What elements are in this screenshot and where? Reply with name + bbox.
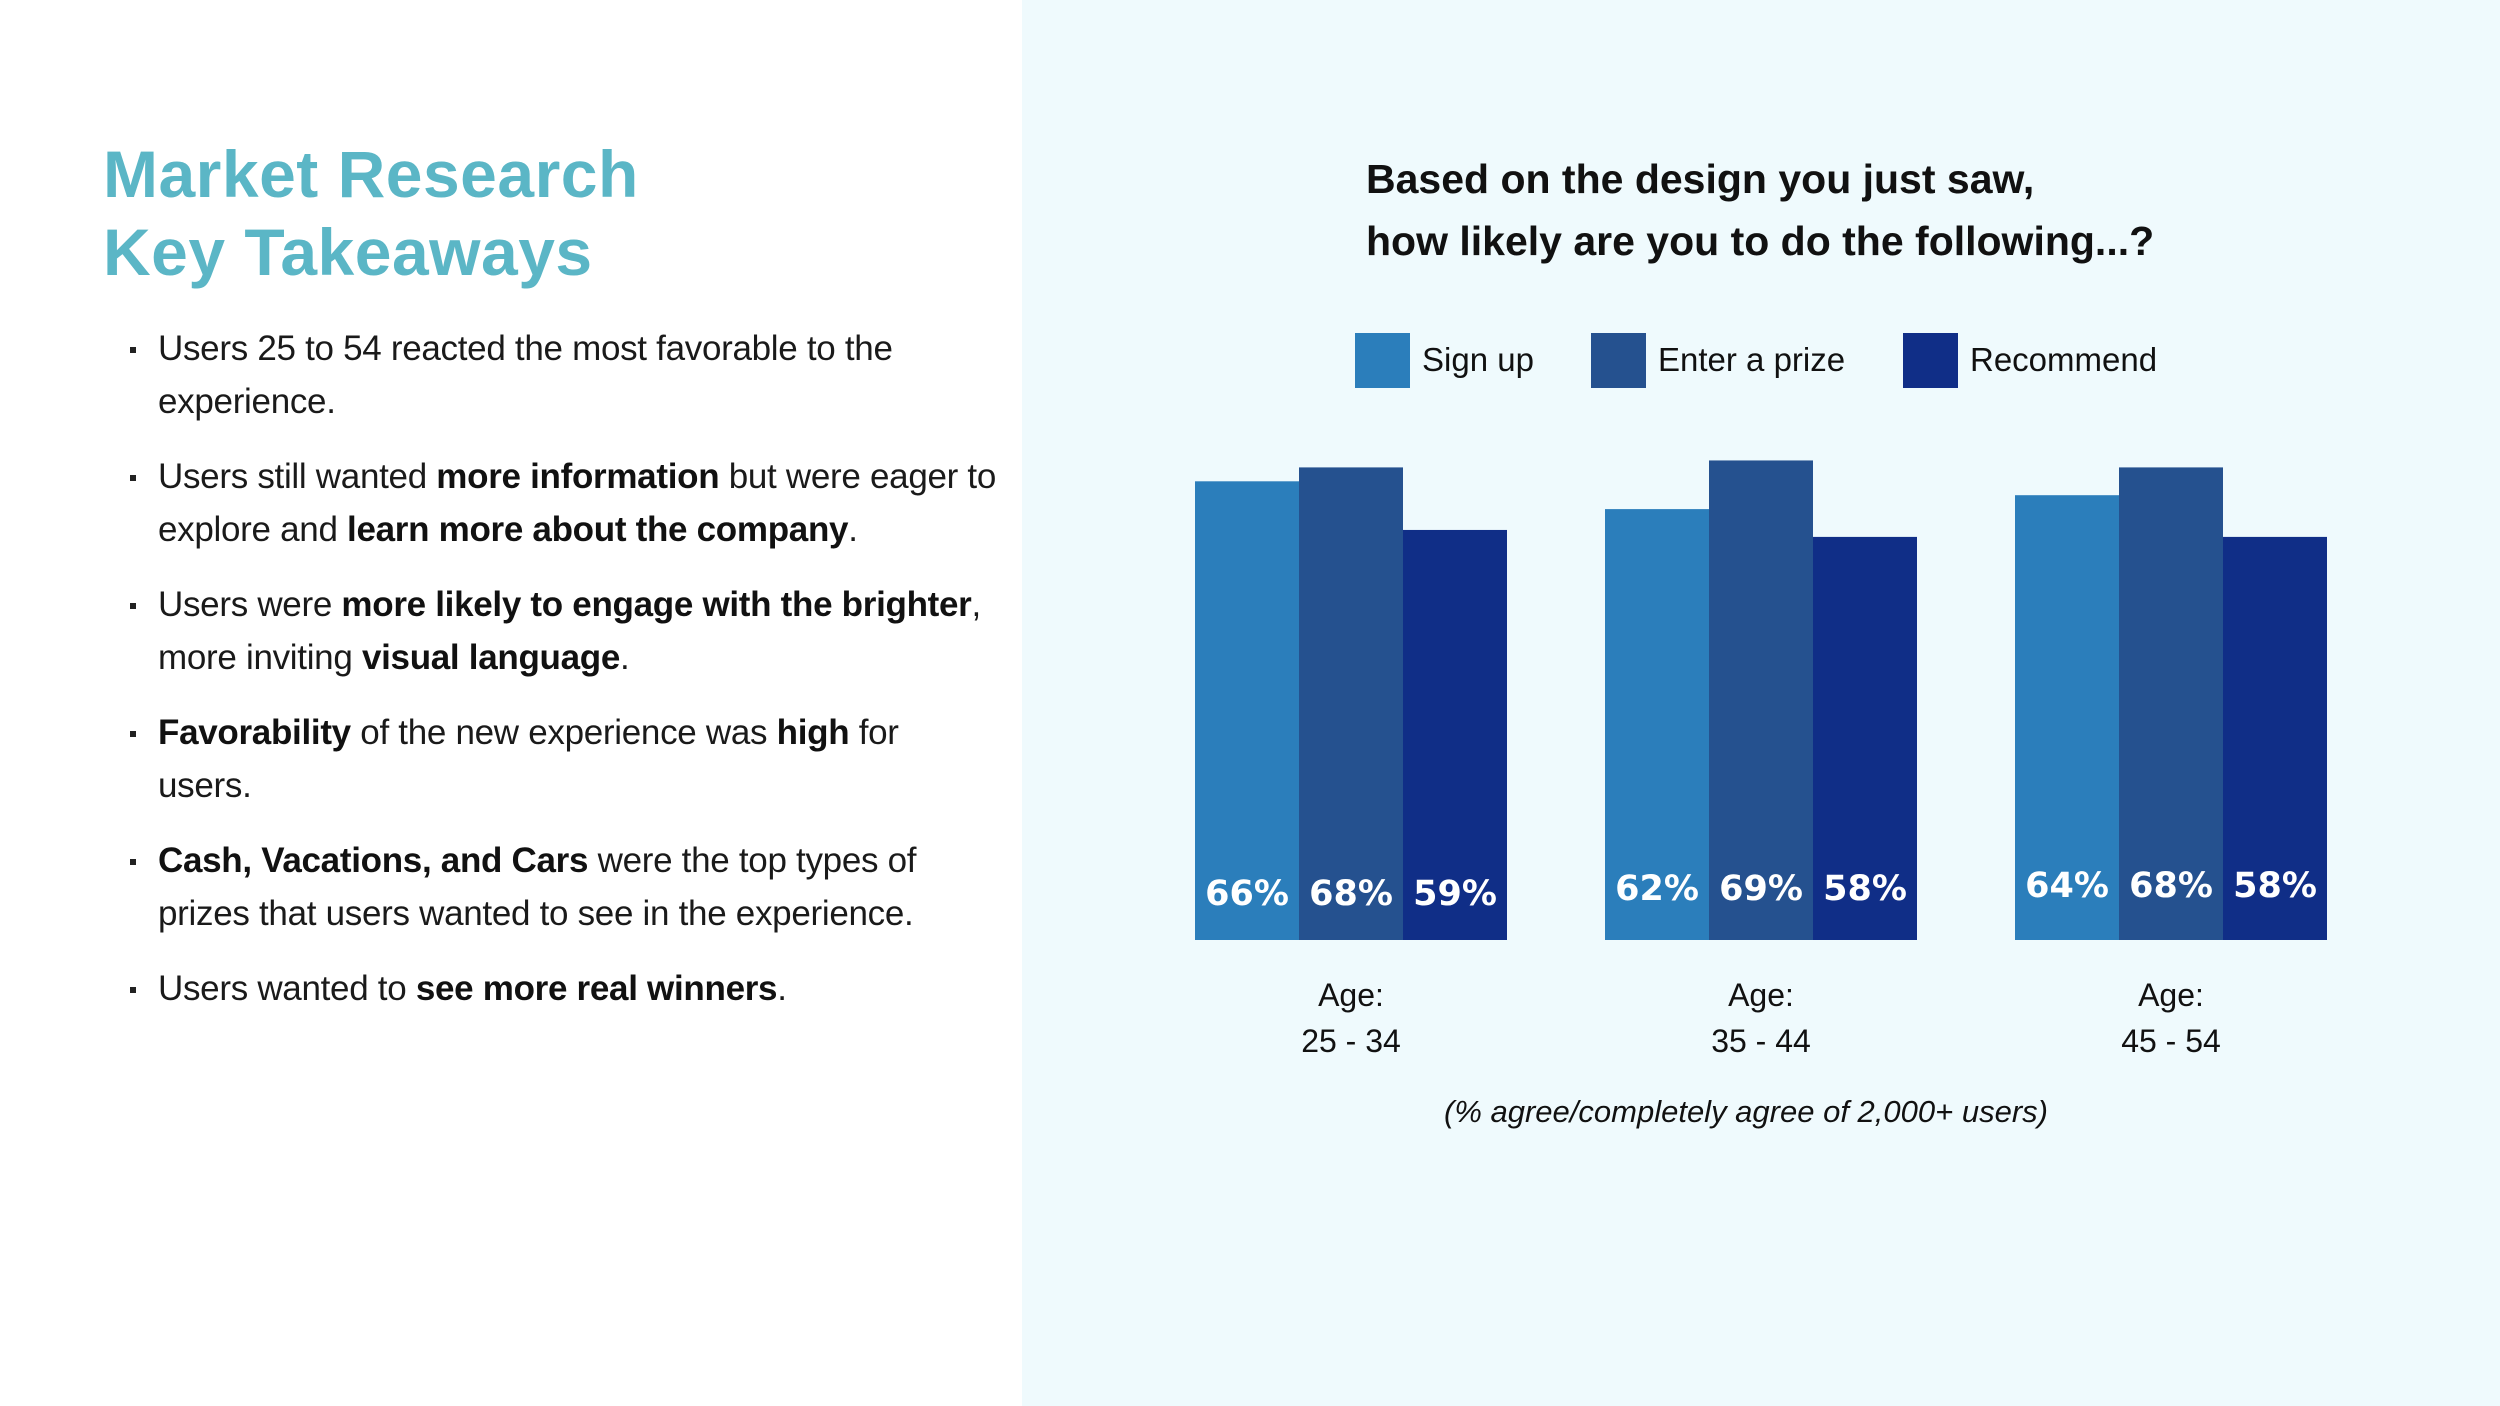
takeaway-bold-text: more likely to engage with the brighter xyxy=(341,585,972,624)
bar-sign-up-group-2 xyxy=(1605,509,1709,940)
takeaway-item: Cash, Vacations, and Cars were the top t… xyxy=(120,834,1000,940)
takeaway-text: but were eager to explore and xyxy=(158,457,997,549)
page-title-line-2: Key Takeaways xyxy=(103,215,593,289)
chart-title-line-2: how likely are you to do the following..… xyxy=(1366,218,2155,264)
bar-recommend-group-1 xyxy=(1403,529,1507,940)
bar-data-label: 58% xyxy=(1823,869,1907,909)
left-panel xyxy=(0,0,1022,1406)
bar-data-label: 64% xyxy=(2025,866,2109,906)
takeaway-bold-text: learn more about the company xyxy=(347,510,849,549)
chart-title-line-1: Based on the design you just saw, xyxy=(1366,156,2035,202)
bar-data-label: 59% xyxy=(1413,874,1497,914)
legend-swatch-sign-up xyxy=(1355,332,1410,388)
legend-item-recommend: Recommend xyxy=(1903,332,2157,388)
takeaway-bold-text: Favorability xyxy=(158,713,351,752)
takeaways-list: Users 25 to 54 reacted the most favorabl… xyxy=(120,322,1000,1037)
page-title-line-1: Market Research xyxy=(103,137,639,211)
takeaway-item: Users were more likely to engage with th… xyxy=(120,578,1000,684)
category-label-line-2: 45 - 54 xyxy=(2121,1023,2221,1059)
category-label-line-1: Age: xyxy=(2138,977,2204,1013)
takeaway-text: Users still wanted xyxy=(158,457,437,496)
legend-label-recommend: Recommend xyxy=(1970,341,2158,378)
bar-data-label: 68% xyxy=(1309,874,1393,914)
takeaway-text: , more inviting xyxy=(158,585,981,677)
takeaway-bold-text: see more real winners xyxy=(415,969,778,1008)
takeaway-item: Users wanted to see more real winners. xyxy=(120,962,1000,1015)
category-label-line-1: Age: xyxy=(1728,977,1794,1013)
takeaway-text: Users wanted to xyxy=(158,969,416,1008)
bar-sign-up-group-3 xyxy=(2015,495,2119,940)
category-label-line-1: Age: xyxy=(1318,977,1384,1013)
takeaway-bold-text: Cash, Vacations, and Cars xyxy=(158,841,589,880)
legend-swatch-recommend xyxy=(1903,332,1958,388)
takeaway-item: Users 25 to 54 reacted the most favorabl… xyxy=(120,322,1000,428)
bar-recommend-group-3 xyxy=(2223,536,2327,940)
takeaway-bold-text: visual language xyxy=(361,638,621,677)
takeaway-text: for users. xyxy=(158,713,899,805)
category-label-line-2: 35 - 44 xyxy=(1711,1023,1811,1059)
bar-data-label: 66% xyxy=(1205,874,1289,914)
legend-label-sign-up: Sign up xyxy=(1422,341,1534,378)
bar-data-label: 69% xyxy=(1719,869,1803,909)
bar-sign-up-group-1 xyxy=(1195,481,1299,940)
takeaway-text: . xyxy=(777,969,787,1008)
takeaway-bold-text: high xyxy=(776,713,850,752)
takeaway-text: of the new experience was xyxy=(350,713,777,752)
bar-recommend-group-2 xyxy=(1813,536,1917,940)
chart-footnote: (% agree/completely agree of 2,000+ user… xyxy=(1444,1094,2048,1129)
page-title: Market Research Key Takeaways xyxy=(103,135,639,291)
takeaway-text: . xyxy=(848,510,858,549)
takeaway-text: Users were xyxy=(158,585,342,624)
takeaway-text: . xyxy=(620,638,630,677)
bar-data-label: 58% xyxy=(2233,866,2317,906)
bar-data-label: 68% xyxy=(2129,866,2213,906)
bar-enter-a-prize-group-2 xyxy=(1709,460,1813,940)
bar-data-label: 62% xyxy=(1615,869,1699,909)
bar-enter-a-prize-group-3 xyxy=(2119,467,2223,940)
legend-swatch-enter-a-prize xyxy=(1591,332,1646,388)
takeaway-item: Favorability of the new experience was h… xyxy=(120,706,1000,812)
takeaway-text: were the top types of prizes that users … xyxy=(158,841,917,933)
legend-label-enter-a-prize: Enter a prize xyxy=(1658,341,1846,378)
chart-title: Based on the design you just saw, how li… xyxy=(1366,148,2266,272)
category-label-line-2: 25 - 34 xyxy=(1301,1023,1401,1059)
legend-item-sign-up: Sign up xyxy=(1355,332,1534,388)
takeaway-bold-text: more information xyxy=(436,457,720,496)
legend-item-enter-a-prize: Enter a prize xyxy=(1591,332,1845,388)
takeaway-item: Users still wanted more information but … xyxy=(120,450,1000,556)
bar-enter-a-prize-group-1 xyxy=(1299,467,1403,940)
takeaway-text: Users 25 to 54 reacted the most favorabl… xyxy=(158,329,893,421)
